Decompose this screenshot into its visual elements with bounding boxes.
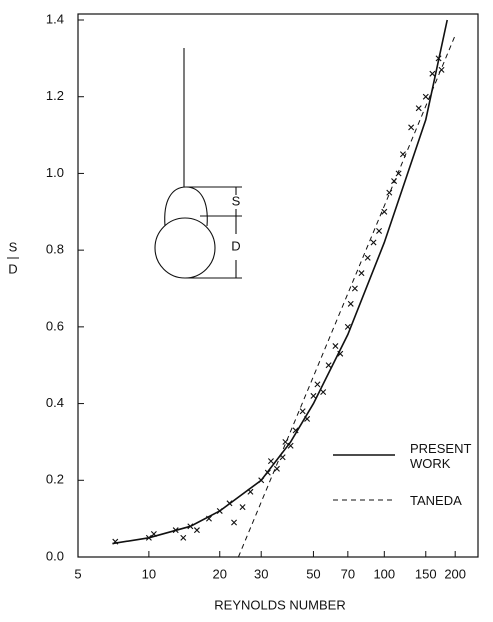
x-tick-label: 50	[306, 566, 320, 581]
data-point	[193, 527, 200, 534]
data-point	[180, 534, 187, 541]
data-point	[422, 93, 429, 100]
plot-frame	[77, 13, 479, 558]
data-point	[304, 415, 311, 422]
data-point	[150, 530, 157, 537]
gap-label: S	[232, 193, 241, 208]
data-point	[320, 389, 327, 396]
x-tick-label: 200	[444, 566, 466, 581]
data-point	[391, 178, 398, 185]
data-point	[438, 66, 445, 73]
data-point	[247, 488, 254, 495]
data-point	[216, 507, 223, 514]
data-point	[332, 343, 339, 350]
drop-diagram	[154, 48, 242, 279]
data-point	[172, 527, 179, 534]
data-point	[376, 227, 383, 234]
data-point	[395, 170, 402, 177]
data-point	[381, 208, 388, 215]
data-point	[226, 500, 233, 507]
y-tick-label: 0.4	[46, 395, 64, 410]
data-point	[205, 515, 212, 522]
data-point	[282, 438, 289, 445]
x-tick-label: 70	[341, 566, 355, 581]
data-point	[386, 189, 393, 196]
data-point	[287, 442, 294, 449]
data-point	[337, 350, 344, 357]
y-tick-label: 1.4	[46, 11, 64, 26]
data-point	[325, 362, 332, 369]
data-point	[370, 239, 377, 246]
data-point	[310, 392, 317, 399]
data-point	[364, 254, 371, 261]
x-label: REYNOLDS NUMBER	[214, 597, 345, 612]
x-tick-label: 30	[254, 566, 268, 581]
data-point	[299, 408, 306, 415]
y-label-numerator: S	[9, 239, 18, 254]
data-point	[415, 105, 422, 112]
y-tick-label: 0.6	[46, 318, 64, 333]
y-label-denominator: D	[8, 261, 17, 276]
data-point	[267, 458, 274, 465]
data-point	[279, 454, 286, 461]
data-point	[344, 323, 351, 330]
legend-label: PRESENT WORK	[410, 441, 472, 471]
data-point	[231, 519, 238, 526]
x-tick-label: 5	[74, 566, 81, 581]
diameter-label: D	[231, 238, 240, 253]
legend-label: TANEDA	[410, 493, 462, 508]
data-point	[408, 124, 415, 131]
data-point	[358, 270, 365, 277]
line	[237, 35, 456, 558]
x-tick-label: 20	[213, 566, 227, 581]
data-point	[258, 477, 265, 484]
y-tick-label: 1.0	[46, 165, 64, 180]
x-tick-label: 150	[415, 566, 437, 581]
data-point	[264, 469, 271, 476]
y-tick-label: 0.2	[46, 472, 64, 487]
data-point	[399, 151, 406, 158]
line	[112, 19, 448, 545]
data-point	[429, 70, 436, 77]
y-tick-label: 0.8	[46, 242, 64, 257]
data-point	[351, 285, 358, 292]
data-point	[273, 465, 280, 472]
y-tick-label: 0.0	[46, 548, 64, 563]
data-point	[239, 504, 246, 511]
data-point	[435, 55, 442, 62]
data-point	[314, 381, 321, 388]
y-tick-label: 1.2	[46, 88, 64, 103]
data-point	[145, 534, 152, 541]
data-point	[187, 523, 194, 530]
x-tick-label: 100	[373, 566, 395, 581]
data-point	[347, 300, 354, 307]
data-point	[292, 427, 299, 434]
x-tick-label: 10	[142, 566, 156, 581]
data-point	[112, 538, 119, 545]
